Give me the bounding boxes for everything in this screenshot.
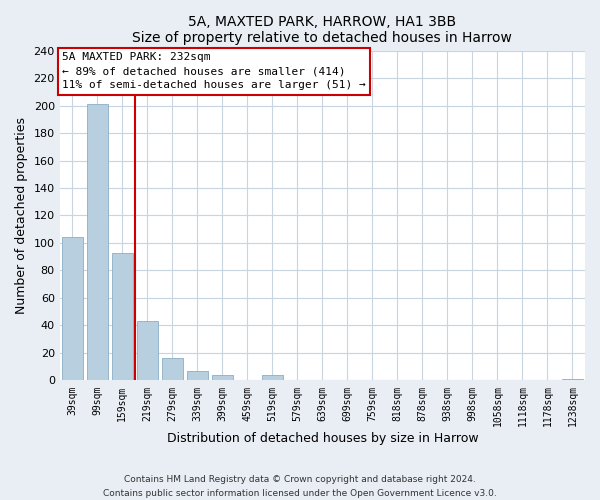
Text: Contains HM Land Registry data © Crown copyright and database right 2024.
Contai: Contains HM Land Registry data © Crown c… [103, 476, 497, 498]
Bar [187, 371, 208, 380]
Bar [212, 375, 233, 380]
Bar [86, 104, 108, 380]
Text: 5A MAXTED PARK: 232sqm
← 89% of detached houses are smaller (414)
11% of semi-de: 5A MAXTED PARK: 232sqm ← 89% of detached… [62, 52, 366, 90]
Bar [112, 252, 133, 380]
Bar [62, 238, 83, 380]
Bar [262, 375, 283, 380]
Bar [562, 379, 583, 380]
Bar [137, 322, 158, 380]
Y-axis label: Number of detached properties: Number of detached properties [15, 117, 28, 314]
X-axis label: Distribution of detached houses by size in Harrow: Distribution of detached houses by size … [167, 432, 478, 445]
Title: 5A, MAXTED PARK, HARROW, HA1 3BB
Size of property relative to detached houses in: 5A, MAXTED PARK, HARROW, HA1 3BB Size of… [133, 15, 512, 45]
Bar [161, 358, 183, 380]
